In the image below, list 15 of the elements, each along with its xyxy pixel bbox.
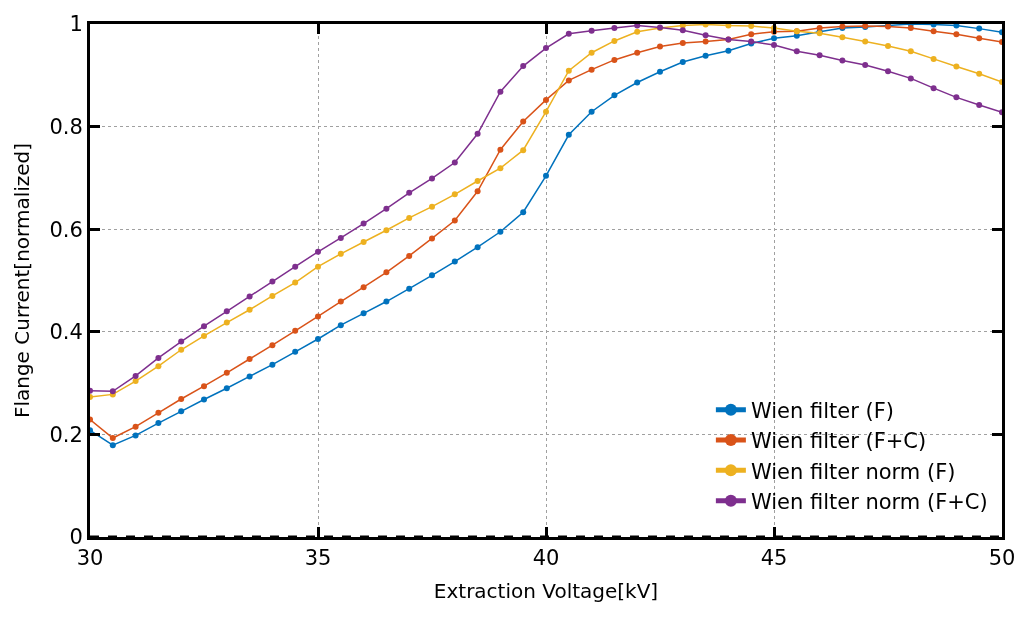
y-tick-label: 0.4: [49, 320, 83, 345]
x-tick-label: 40: [532, 546, 560, 571]
y-tick-label: 0.2: [49, 422, 83, 447]
y-tick-label: 1: [69, 12, 83, 37]
x-tick-label: 35: [304, 546, 332, 571]
legend-label: Wien filter (F+C): [750, 429, 927, 454]
x-axis-title: Extraction Voltage[kV]: [433, 578, 659, 603]
y-tick-label: 0.8: [49, 114, 83, 139]
legend-label: Wien filter norm (F): [750, 459, 956, 484]
x-tick-label: 45: [760, 546, 788, 571]
x-tick-label: 50: [988, 546, 1016, 571]
legend-label: Wien filter norm (F+C): [750, 489, 988, 514]
legend-label: Wien filter (F): [750, 398, 894, 423]
y-tick-label: 0.6: [49, 217, 83, 242]
y-axis-title: Flange Current[normalized]: [9, 142, 34, 419]
